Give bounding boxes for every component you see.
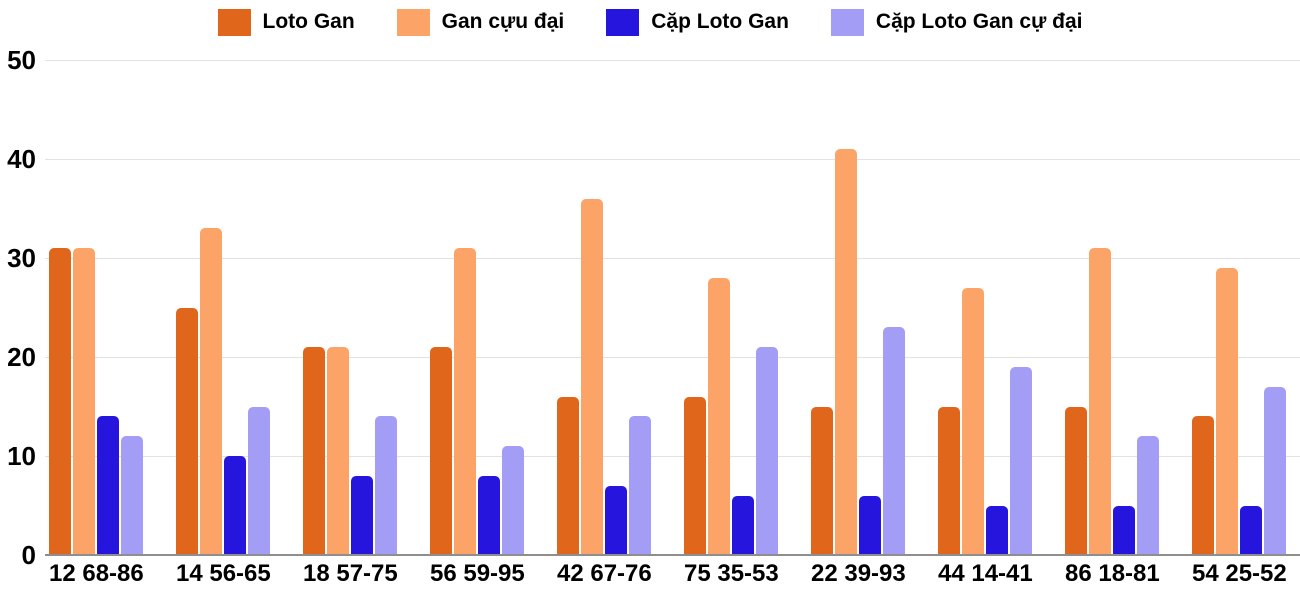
x-tick-label: 42 67-76 <box>557 560 652 587</box>
gridline-y-20 <box>45 357 1300 358</box>
legend-swatch-icon <box>606 8 640 36</box>
bar <box>454 248 476 555</box>
bars-area <box>45 60 1300 555</box>
bar <box>502 446 524 555</box>
legend-label: Cặp Loto Gan <box>651 10 789 33</box>
bar <box>49 248 71 555</box>
bar <box>581 198 603 555</box>
legend-swatch-icon <box>830 8 864 36</box>
legend-item-4[interactable]: Cặp Loto Gan cự đại <box>830 8 1083 36</box>
bar <box>1192 416 1214 555</box>
bar-group-10 <box>1192 60 1286 555</box>
x-tick-label: 44 14-41 <box>938 560 1033 587</box>
bar <box>756 347 778 555</box>
bar <box>859 495 881 555</box>
bar <box>986 505 1008 555</box>
y-tick-label-10: 10 <box>7 441 36 471</box>
bar-group-8 <box>938 60 1032 555</box>
legend-label: Cặp Loto Gan cự đại <box>875 10 1083 33</box>
bar <box>811 406 833 555</box>
bar-group-6 <box>684 60 778 555</box>
legend-label: Loto Gan <box>262 10 355 33</box>
x-tick-label: 12 68-86 <box>49 560 144 587</box>
bar <box>1065 406 1087 555</box>
bar <box>605 485 627 555</box>
chart-legend: Loto Gan Gan cựu đại Cặp Loto Gan Cặp Loto … <box>0 4 1300 40</box>
bar <box>248 406 270 555</box>
legend-item-1[interactable]: Loto Gan <box>217 8 355 36</box>
bar <box>1216 267 1238 555</box>
bar <box>629 416 651 555</box>
legend-swatch-icon <box>217 8 251 36</box>
bar-group-1 <box>49 60 143 555</box>
bar <box>303 347 325 555</box>
bar <box>938 406 960 555</box>
bar <box>224 456 246 555</box>
legend-swatch-icon <box>396 8 430 36</box>
bar <box>835 149 857 555</box>
bar <box>1010 366 1032 555</box>
bar <box>1089 248 1111 555</box>
bar <box>1137 436 1159 555</box>
gridline-y-50 <box>45 60 1300 61</box>
gridline-y-40 <box>45 159 1300 160</box>
bar <box>732 495 754 555</box>
x-tick-label: 75 35-53 <box>684 560 779 587</box>
x-tick-label: 22 39-93 <box>811 560 906 587</box>
x-tick-label: 56 59-95 <box>430 560 525 587</box>
bar <box>176 307 198 555</box>
bar-group-9 <box>1065 60 1159 555</box>
legend-label: Gan cựu đại <box>441 10 565 33</box>
bar <box>430 347 452 555</box>
legend-item-3[interactable]: Cặp Loto Gan <box>606 8 789 36</box>
x-tick-label: 14 56-65 <box>176 560 271 587</box>
bar <box>1240 505 1262 555</box>
bar <box>557 396 579 555</box>
bar-group-4 <box>430 60 524 555</box>
bar-group-2 <box>176 60 270 555</box>
bar <box>883 327 905 555</box>
x-tick-label: 18 57-75 <box>303 560 398 587</box>
y-tick-label-50: 50 <box>7 45 36 75</box>
x-tick-label: 54 25-52 <box>1192 560 1287 587</box>
y-tick-label-40: 40 <box>7 144 36 174</box>
bar-group-5 <box>557 60 651 555</box>
gridline-y-30 <box>45 258 1300 259</box>
x-axis-labels: 12 68-86 14 56-65 18 57-75 56 59-95 42 67-76… <box>45 560 1300 588</box>
bar <box>351 475 373 555</box>
y-tick-label-30: 30 <box>7 243 36 273</box>
bar <box>327 347 349 555</box>
bar <box>1264 386 1286 555</box>
bar <box>73 248 95 555</box>
bar <box>1113 505 1135 555</box>
y-tick-label-0: 0 <box>21 540 36 570</box>
bar <box>684 396 706 555</box>
bar <box>478 475 500 555</box>
bar <box>708 277 730 555</box>
bar <box>200 228 222 555</box>
x-tick-label: 86 18-81 <box>1065 560 1160 587</box>
bar <box>962 287 984 555</box>
bar <box>97 416 119 555</box>
bar <box>121 436 143 555</box>
bar-group-3 <box>303 60 397 555</box>
x-axis-baseline <box>45 554 1300 556</box>
bar-group-7 <box>811 60 905 555</box>
bar <box>375 416 397 555</box>
y-tick-label-20: 20 <box>7 342 36 372</box>
gridline-y-10 <box>45 456 1300 457</box>
legend-item-2[interactable]: Gan cựu đại <box>396 8 565 36</box>
